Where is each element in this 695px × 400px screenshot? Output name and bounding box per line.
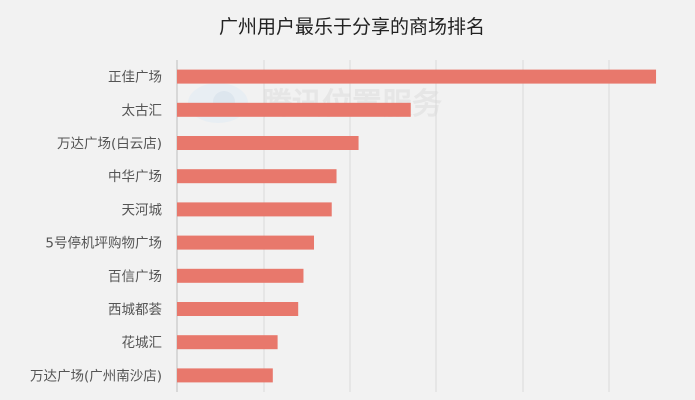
category-label-5: 天河城 (122, 202, 163, 218)
bars (177, 69, 657, 383)
category-label-2: 太古汇 (122, 103, 163, 119)
bar-3 (177, 136, 359, 150)
bar-5 (177, 202, 332, 217)
category-label-9: 花城汇 (122, 335, 163, 351)
bar-4 (177, 169, 337, 184)
bar-9 (177, 335, 278, 350)
category-label-7: 百信广场 (108, 269, 162, 285)
bar-2 (177, 102, 411, 117)
category-label-10: 万达广场(广州南沙店) (30, 368, 162, 384)
category-label-3: 万达广场(白云店) (57, 136, 162, 152)
category-label-4: 中华广场 (108, 169, 162, 185)
category-label-8: 西城都荟 (108, 301, 162, 318)
bar-7 (177, 268, 304, 283)
bar-10 (177, 368, 273, 383)
category-label-6: 5号停机坪购物广场 (45, 235, 162, 252)
category-label-1: 正佳广场 (108, 70, 162, 86)
chart-title: 广州用户最乐于分享的商场排名 (219, 16, 485, 38)
bar-1 (177, 69, 657, 84)
bar-6 (177, 235, 315, 250)
bar-8 (177, 302, 299, 316)
